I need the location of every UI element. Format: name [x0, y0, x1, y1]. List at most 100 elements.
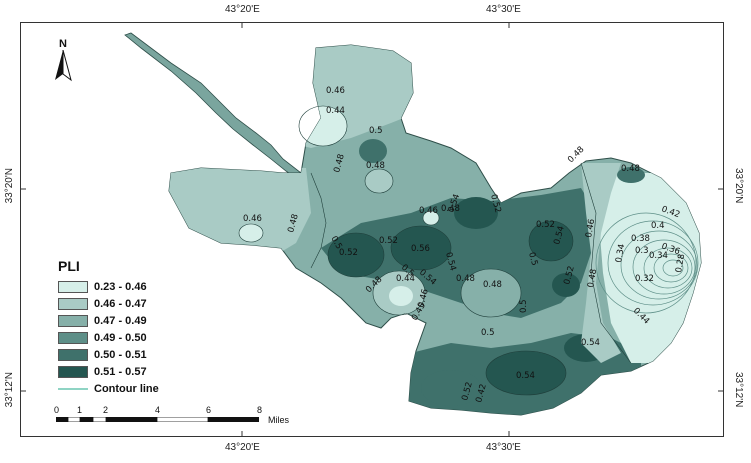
- legend-label: 0.50 - 0.51: [94, 348, 147, 361]
- legend-swatch: [58, 314, 88, 327]
- contour-label: 0.52: [339, 248, 358, 258]
- legend-swatch: [58, 331, 88, 344]
- contour-label: 0.46: [326, 86, 345, 96]
- scale-tick-label: 6: [206, 405, 212, 415]
- zone-high-4: [529, 221, 573, 261]
- legend-swatch: [58, 280, 88, 293]
- legend-item: 0.51 - 0.57: [58, 363, 159, 380]
- contour-label: 0.34: [649, 251, 668, 261]
- legend-label: 0.51 - 0.57: [94, 365, 147, 378]
- north-label: N: [59, 38, 67, 50]
- legend-label: 0.47 - 0.49: [94, 314, 147, 327]
- legend-item: 0.46 - 0.47: [58, 295, 159, 312]
- scale-tick-label: 2: [103, 405, 109, 415]
- legend-contour-item: Contour line: [58, 380, 159, 397]
- zone-west-low: [239, 224, 263, 242]
- contour-label: 0.4: [651, 221, 665, 231]
- contour-label: 0.3: [635, 246, 649, 256]
- zone-high-7: [486, 351, 566, 395]
- east-contours: [595, 212, 699, 314]
- contour-label: 0.42: [474, 383, 489, 404]
- contour-label: 0.52: [562, 265, 577, 286]
- zone-low-2: [423, 211, 439, 225]
- contour-label: 0.34: [614, 243, 627, 263]
- zone-high-9: [421, 370, 481, 406]
- bottom-lon-label-2: 43°30'E: [486, 442, 521, 453]
- map-frame: 0.46 0.44 0.5 0.48 0.48 0.46 0.48 0.5 0.…: [20, 22, 724, 437]
- zone-mid-1: [461, 269, 521, 317]
- legend-swatch: [58, 365, 88, 378]
- contour-label: 0.44: [326, 106, 345, 116]
- contour-label: 0.52: [460, 381, 475, 402]
- contour-label: 0.48: [286, 213, 301, 234]
- contour-label: 0.48: [621, 164, 640, 174]
- legend-item: 0.49 - 0.50: [58, 329, 159, 346]
- bottom-lon-label-1: 43°20'E: [225, 442, 260, 453]
- scale-tick-label: 4: [155, 405, 161, 415]
- legend-swatch: [58, 348, 88, 361]
- contour-lines: [238, 105, 632, 396]
- contour-label: 0.52: [488, 193, 503, 214]
- contour-label: 0.38: [631, 234, 650, 244]
- left-lat-label-2: 33°12'N: [4, 372, 15, 408]
- zone-high-6: [359, 139, 387, 163]
- contour-label: 0.48: [483, 280, 502, 290]
- legend: PLI 0.23 - 0.46 0.46 - 0.47 0.47 - 0.49 …: [58, 258, 159, 397]
- pli-zones: [169, 45, 701, 415]
- pli-map: 0.46 0.44 0.5 0.48 0.48 0.46 0.48 0.5 0.…: [21, 23, 723, 436]
- top-lon-label-1: 43°20'E: [225, 4, 260, 15]
- contour-label: 0.54: [581, 338, 600, 348]
- legend-label: 0.23 - 0.46: [94, 280, 147, 293]
- contour-label: 0.5: [519, 299, 529, 313]
- contour-label: 0.46: [419, 206, 438, 216]
- contour-label: 0.32: [635, 274, 654, 284]
- contour-label: 0.48: [456, 274, 475, 284]
- frame-ticks: [21, 23, 723, 436]
- zone-high-5: [552, 273, 580, 297]
- zone-ne-high: [617, 167, 645, 183]
- contour-label: 0.52: [379, 236, 398, 246]
- contour-label: 0.5: [369, 126, 383, 136]
- contour-label: 0.48: [366, 161, 385, 171]
- scale-bar-graphic: [56, 417, 259, 422]
- zone-east-edge: [581, 163, 621, 363]
- zone-high-2: [391, 226, 451, 270]
- contour-label: 0.48: [441, 204, 460, 214]
- legend-label: 0.46 - 0.47: [94, 297, 147, 310]
- legend-item: 0.50 - 0.51: [58, 346, 159, 363]
- right-lat-label-1: 33°20'N: [733, 168, 744, 204]
- legend-contour-label: Contour line: [94, 382, 159, 395]
- left-lat-label-1: 33°20'N: [4, 168, 15, 204]
- zone-west: [169, 163, 311, 258]
- zone-mid-3: [365, 169, 393, 193]
- zone-low-1: [389, 286, 413, 306]
- contour-label: 0.28: [674, 253, 687, 273]
- contour-label: 0.48: [586, 268, 599, 288]
- legend-item: 0.47 - 0.49: [58, 312, 159, 329]
- legend-label: 0.49 - 0.50: [94, 331, 147, 344]
- legend-item: 0.23 - 0.46: [58, 278, 159, 295]
- contour-label: 0.44: [396, 274, 415, 284]
- zone-central-high: [321, 188, 596, 318]
- contour-label: 0.46: [416, 288, 431, 309]
- right-lat-label-2: 33°12'N: [733, 372, 744, 408]
- contour-label: 0.46: [584, 218, 597, 238]
- zone-high-3: [454, 197, 498, 229]
- contour-label: 0.48: [566, 145, 586, 165]
- contour-label: 0.48: [332, 153, 347, 174]
- legend-title: PLI: [58, 258, 80, 274]
- contour-label: 0.52: [536, 220, 555, 230]
- top-lon-label-2: 43°30'E: [486, 4, 521, 15]
- legend-contour-swatch: [58, 387, 88, 390]
- contour-label: 0.54: [552, 225, 567, 246]
- contour-label: 0.46: [243, 214, 262, 224]
- contour-label: 0.54: [516, 371, 535, 381]
- legend-swatch: [58, 297, 88, 310]
- contour-label: 0.56: [411, 244, 430, 254]
- zone-east-low: [599, 173, 701, 363]
- scale-tick-label: 1: [77, 405, 83, 415]
- scale-unit: Miles: [268, 415, 290, 425]
- contour-label: 0.54: [443, 251, 458, 272]
- north-arrow-icon: [55, 50, 72, 82]
- scale-tick-label: 0: [54, 405, 60, 415]
